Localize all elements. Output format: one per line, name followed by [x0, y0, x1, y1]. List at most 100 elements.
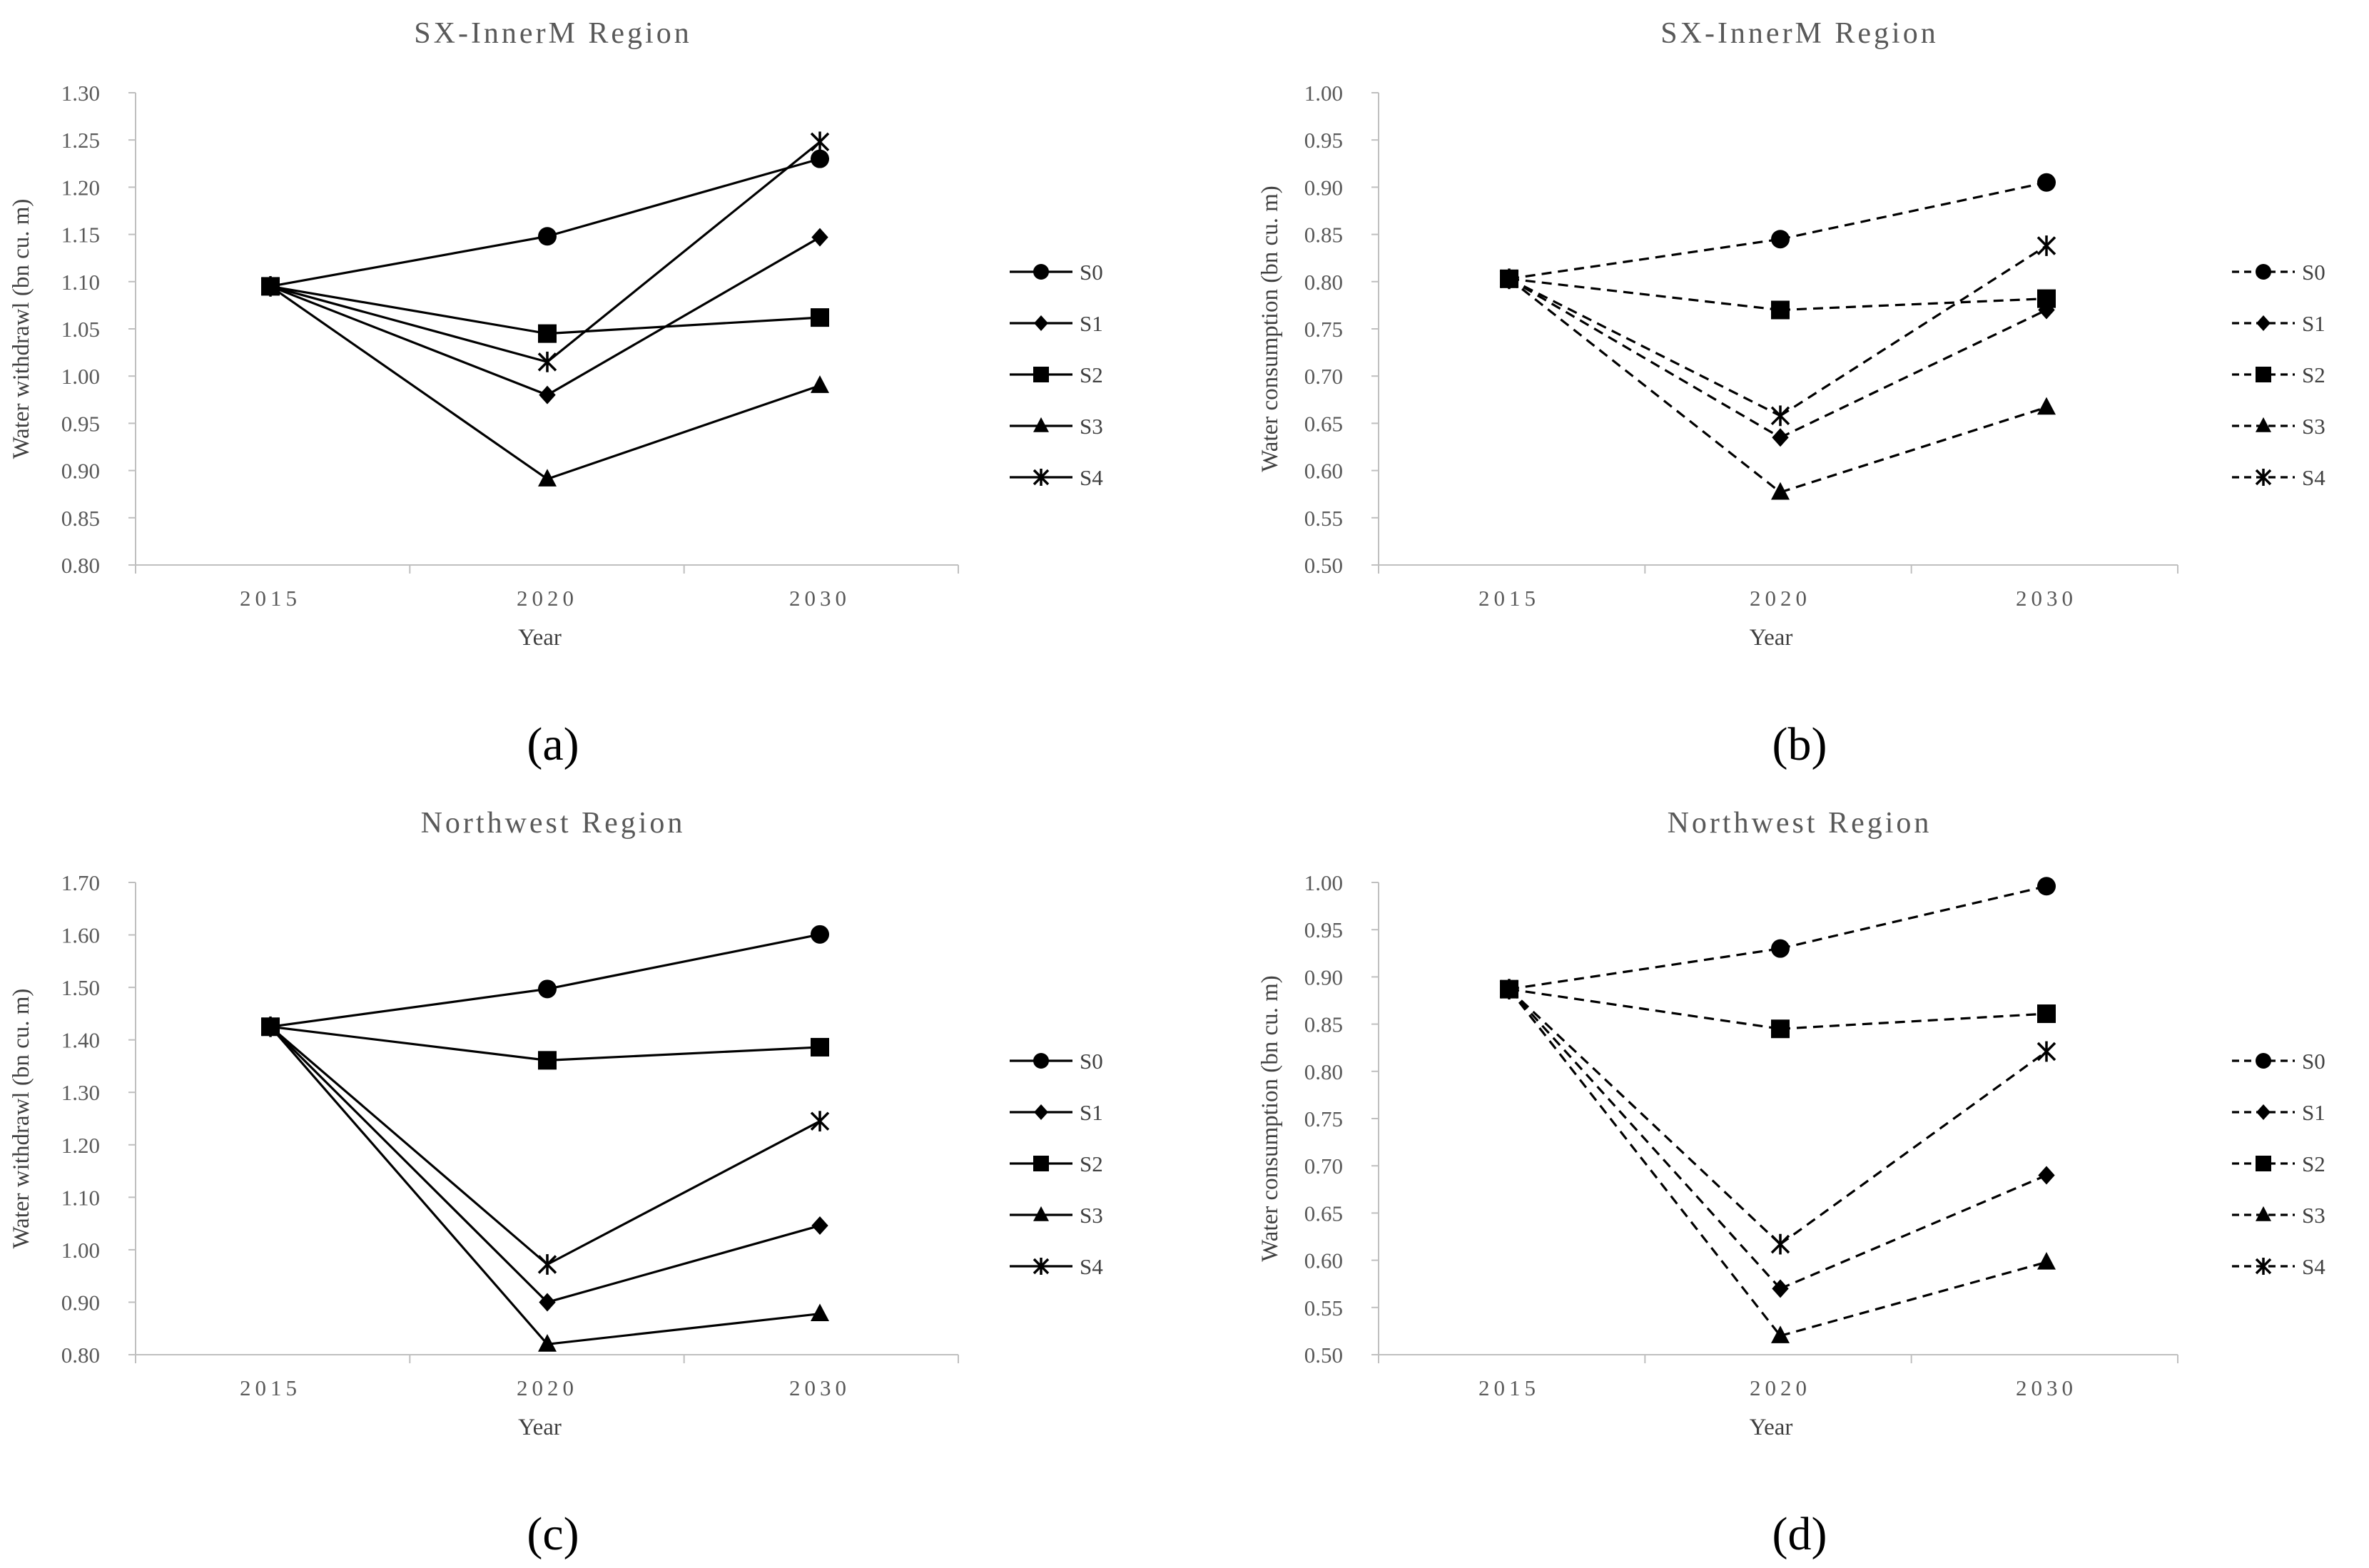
data-point [2036, 235, 2056, 256]
legend-label: S1 [1080, 311, 1103, 336]
data-point [811, 1216, 828, 1236]
data-point [811, 1037, 829, 1057]
y-axis-label: Water consumption (bn cu. m) [1257, 185, 1283, 472]
legend-label: S4 [1080, 465, 1103, 490]
series-s4 [260, 131, 830, 372]
chart-title: Northwest Region [421, 807, 686, 840]
y-tick-label: 0.55 [1304, 1295, 1343, 1320]
legend-label: S1 [1080, 1100, 1103, 1125]
y-tick-label: 1.15 [61, 223, 100, 248]
data-point [810, 1111, 830, 1132]
series-line-segment [1508, 278, 1781, 494]
data-point [539, 1293, 556, 1312]
y-tick-label: 0.55 [1304, 506, 1343, 531]
data-point [1772, 1279, 1789, 1298]
y-tick-label: 1.00 [61, 1238, 100, 1263]
y-tick-label: 1.30 [61, 81, 100, 106]
series-line-segment [547, 1224, 821, 1303]
y-tick-label: 0.85 [1304, 223, 1343, 248]
series-line-segment [269, 1026, 549, 1266]
data-point [1771, 300, 1790, 320]
series-line-segment [269, 1026, 549, 1345]
y-tick-label: 0.75 [1304, 317, 1343, 342]
x-tick-label: 2020 [517, 586, 578, 611]
series-line-segment [547, 933, 821, 990]
y-tick-label: 0.95 [61, 411, 100, 436]
series-line-segment [1508, 238, 1781, 280]
y-tick-label: 0.70 [1304, 1154, 1343, 1178]
series-line-segment [1508, 988, 1782, 1337]
legend-entry-s2: S2 [1010, 362, 1103, 387]
panel-label: (c) [527, 1508, 579, 1560]
data-point [2037, 1251, 2056, 1270]
data-point [538, 979, 557, 999]
series-line-segment [1508, 947, 1781, 991]
data-point [1770, 405, 1790, 427]
series-line-segment [270, 285, 548, 397]
legend-entry-s2: S2 [2232, 1151, 2325, 1176]
data-point [538, 324, 557, 343]
data-point [2037, 877, 2056, 896]
x-tick-label: 2030 [2016, 1375, 2077, 1400]
y-tick-label: 0.60 [1304, 459, 1343, 484]
series-line-segment [1780, 309, 2047, 439]
series-line-segment [270, 285, 548, 480]
series-s2 [261, 1017, 829, 1070]
data-point [2037, 289, 2056, 308]
legend-entry-s3: S3 [1010, 1203, 1103, 1228]
series-line-segment [270, 235, 548, 287]
y-axis-label: Water withdrawl (bn cu. m) [9, 989, 34, 1249]
x-tick-label: 2015 [240, 1375, 301, 1400]
legend-marker [1033, 1206, 1049, 1221]
series-line-segment [270, 285, 548, 335]
legend-label: S2 [1080, 1151, 1103, 1176]
legend-entry-s4: S4 [1010, 1254, 1103, 1279]
series-s0 [261, 149, 829, 296]
y-tick-label: 0.95 [1304, 917, 1343, 942]
y-tick-label: 0.80 [61, 553, 100, 578]
y-tick-label: 0.75 [1304, 1106, 1343, 1131]
legend-marker [2256, 1104, 2271, 1120]
series-line-segment [1508, 988, 1782, 1246]
legend-entry-s1: S1 [1010, 311, 1103, 336]
series-s1 [262, 228, 828, 404]
y-tick-label: 1.40 [61, 1028, 100, 1053]
legend-label: S0 [2302, 1049, 2325, 1074]
y-tick-label: 0.90 [61, 459, 100, 484]
legend-entry-s3: S3 [2232, 1203, 2325, 1228]
legend-marker [1033, 1053, 1049, 1069]
legend-entry-s3: S3 [2232, 414, 2325, 439]
y-tick-label: 0.50 [1304, 553, 1343, 578]
series-s0 [1500, 877, 2056, 999]
legend-entry-s2: S2 [1010, 1151, 1103, 1176]
legend-marker [1034, 1104, 1048, 1120]
legend-label: S0 [2302, 260, 2325, 285]
legend-label: S2 [1080, 362, 1103, 387]
series-line-segment [269, 1026, 549, 1303]
data-point [1771, 1019, 1790, 1039]
chart-panel-2: 0.50 0.55 0.60 0.65 0.70 0.75 0.80 0.85 0.90 0.95… [1257, 17, 2325, 770]
data-point [811, 308, 829, 327]
y-tick-label: 1.50 [61, 975, 100, 1000]
data-point [537, 351, 557, 372]
legend-entry-s1: S1 [2232, 311, 2325, 336]
data-point [2037, 397, 2056, 415]
series-s4 [1499, 235, 2056, 427]
legend-marker [2256, 1156, 2271, 1171]
legend-label: S0 [1080, 1049, 1103, 1074]
data-point [2038, 1166, 2055, 1185]
legend-marker [2256, 1206, 2271, 1221]
legend-label: S3 [2302, 1203, 2325, 1228]
x-tick-label: 2015 [1478, 1375, 1540, 1400]
y-tick-label: 0.70 [1304, 364, 1343, 389]
legend-marker [2256, 1053, 2271, 1069]
x-axis-label: Year [1750, 1415, 1793, 1440]
y-tick-label: 1.20 [61, 175, 100, 200]
legend-label: S1 [2302, 1100, 2325, 1125]
data-point [539, 385, 556, 404]
series-line-segment [1780, 1012, 2047, 1030]
y-tick-label: 1.10 [61, 270, 100, 295]
y-axis-label: Water consumption (bn cu. m) [1257, 975, 1283, 1262]
legend-marker [2256, 264, 2271, 280]
